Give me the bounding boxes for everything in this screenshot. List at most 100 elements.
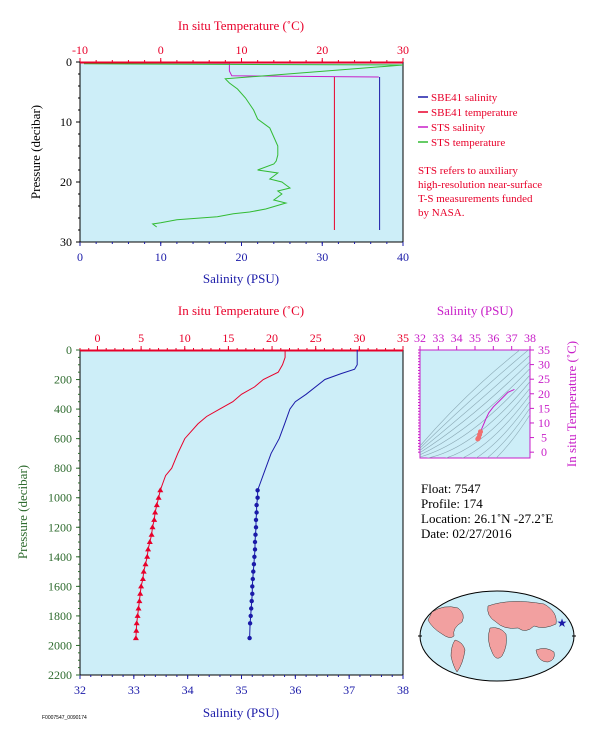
main-pressure-tick-label: 1200 [48,520,72,534]
main-temp-marker [153,502,160,508]
top-temp-tick-label: 0 [158,43,164,57]
main-pressure-tick-label: 2000 [48,638,72,652]
top-sal-tick-label: 0 [77,250,83,264]
ts-temp-tick-label: 15 [538,401,550,415]
ts-temp-tick-label: 5 [541,431,547,445]
main-sal-marker [249,598,254,604]
top-temp-tick-label: 30 [397,43,409,57]
profile-number: Profile: 174 [421,496,483,511]
main-plot-area [79,349,404,676]
main-temp-marker [144,553,151,559]
map-eurasia [487,601,557,631]
main-sal-marker [250,584,255,589]
main-pressure-tick-label: 800 [54,461,72,475]
main-sal-tick-label: 32 [74,683,86,697]
world-map: ★ [418,590,576,682]
main-temp-marker [155,494,162,500]
main-sal-marker [254,510,259,515]
ts-sal-tick-label: 34 [451,331,463,345]
legend-label-sbe41-temperature: SBE41 temperature [431,107,518,119]
top-pressure-tick-label: 10 [60,115,72,129]
note-line-2: high-resolution near-surface [418,179,542,191]
float-location: Location: 26.1˚N -27.2˚E [421,511,553,526]
top-sal-tick-label: 30 [316,250,328,264]
main-pressure-tick-label: 200 [54,373,72,387]
float-info: Float: 7547 Profile: 174 Location: 26.1˚… [421,481,553,541]
main-sal-tick-label: 34 [182,683,194,697]
main-sal-tick-label: 35 [236,683,248,697]
main-sal-marker [254,502,259,508]
note-line-4: by NASA. [418,207,465,219]
main-sal-marker [250,576,255,582]
main-series-group [80,349,403,641]
main-pressure-tick-label: 1000 [48,491,72,505]
float-id: Float: 7547 [421,481,481,496]
main-pressure-tick-label: 400 [54,402,72,416]
main-pressure-tick-label: 600 [54,432,72,446]
main-temp-marker [138,583,145,589]
ts-temp-tick-label: 25 [538,372,550,386]
ts-temp-tick-label: 10 [538,416,550,430]
main-sal-marker [248,613,253,619]
ts-temp-tick-label: 0 [541,445,547,459]
ts-sal-tick-label: 38 [524,331,536,345]
map-south-america [450,639,466,673]
main-temp-tick-label: 5 [138,331,144,345]
main-sal-marker [250,591,255,596]
ts-salinity-axis-title: Salinity (PSU) [437,303,513,318]
ts-density-contours [420,350,530,458]
top-series-group [80,61,404,230]
top-sal-tick-label: 40 [397,250,409,264]
ts-sal-tick-label: 33 [432,331,444,345]
legend-label-sts-temperature: STS temperature [431,137,505,149]
main-temp-marker [134,612,141,618]
ts-contour-line [461,394,530,458]
ts-contour-line [445,388,530,458]
main-sal-marker [247,635,252,641]
main-sal-marker [251,569,256,574]
main-temp-marker [151,516,158,522]
ts-temp-tick-label: 30 [538,358,550,372]
ts-temp-tick-label: 35 [538,343,550,357]
main-sal-marker [253,517,259,523]
main-temp-tick-label: 25 [310,331,322,345]
ts-contour-line [420,368,530,456]
ts-contour-line [486,407,530,458]
note-line-1: STS refers to auxiliary [418,165,518,177]
top-temp-tick-label: 20 [316,43,328,57]
main-temp-marker [140,568,147,574]
top-pressure-axis-title: Pressure (decibar) [28,105,43,199]
top-pressure-tick-label: 30 [60,235,72,249]
legend-label-sts-salinity: STS salinity [431,122,486,134]
main-temp-marker [145,546,152,552]
main-temp-marker [148,531,155,537]
main-temp-tick-label: 10 [179,331,191,345]
top-sal-tick-label: 10 [155,250,167,264]
main-temp-marker [132,635,139,641]
ts-contour-line [420,350,521,447]
top-series-sts-temperature [83,63,404,228]
legend: SBE41 salinity SBE41 temperature STS sal… [418,92,542,219]
ts-contour-line [420,354,530,451]
ts-contour-line [495,414,530,458]
footer-code: F0007547_0090174 [42,715,87,721]
ts-contour-line [425,381,530,458]
main-temp-marker [137,590,144,596]
main-sal-marker [252,554,257,559]
main-sal-tick-label: 33 [128,683,140,697]
map-australia [535,648,555,663]
ts-deep-marker [475,436,481,442]
main-sal-marker [253,525,259,530]
ts-sal-tick-label: 36 [487,331,499,345]
note-line-3: T-S measurements funded [418,193,533,205]
main-temp-tick-label: 30 [353,331,365,345]
main-sal-tick-label: 38 [397,683,409,697]
main-sal-marker [249,606,254,611]
main-temp-marker [133,627,140,633]
main-temp-marker [139,576,146,581]
main-temp-tick-label: 15 [222,331,234,345]
map-africa [488,627,507,659]
